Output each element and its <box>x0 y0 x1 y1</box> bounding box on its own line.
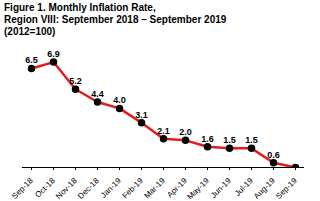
svg-text:1.5: 1.5 <box>245 135 258 145</box>
svg-text:Jul-19: Jul-19 <box>232 176 255 198</box>
svg-text:1.6: 1.6 <box>201 134 214 144</box>
svg-text:4.0: 4.0 <box>113 95 126 105</box>
svg-text:6.9: 6.9 <box>47 49 60 59</box>
svg-text:Dec-18: Dec-18 <box>76 176 101 199</box>
svg-text:2.0: 2.0 <box>179 127 192 137</box>
svg-text:Oct-18: Oct-18 <box>33 176 57 199</box>
svg-text:May-19: May-19 <box>185 176 211 199</box>
svg-text:4.4: 4.4 <box>91 89 104 99</box>
svg-text:2.1: 2.1 <box>157 126 170 136</box>
svg-text:Mar-19: Mar-19 <box>142 176 167 199</box>
html-text:Figure 1. Monthly Inflation Ra: Figure 1. Monthly Inflation Rate, Region… <box>4 2 227 37</box>
svg-text:3.1: 3.1 <box>135 110 148 120</box>
svg-text:1.5: 1.5 <box>223 135 236 145</box>
svg-text:Sep-19: Sep-19 <box>274 176 299 199</box>
svg-text:Jun-19: Jun-19 <box>209 176 233 199</box>
svg-text:Sep-18: Sep-18 <box>10 176 35 199</box>
svg-text:5.2: 5.2 <box>69 76 82 86</box>
svg-text:0.6: 0.6 <box>267 150 280 160</box>
svg-text:Nov-18: Nov-18 <box>54 176 79 199</box>
svg-text:Jan-19: Jan-19 <box>99 176 123 199</box>
svg-text:Aug-19: Aug-19 <box>252 176 277 199</box>
svg-text:6.5: 6.5 <box>25 55 38 65</box>
svg-text:Feb-19: Feb-19 <box>120 176 145 199</box>
